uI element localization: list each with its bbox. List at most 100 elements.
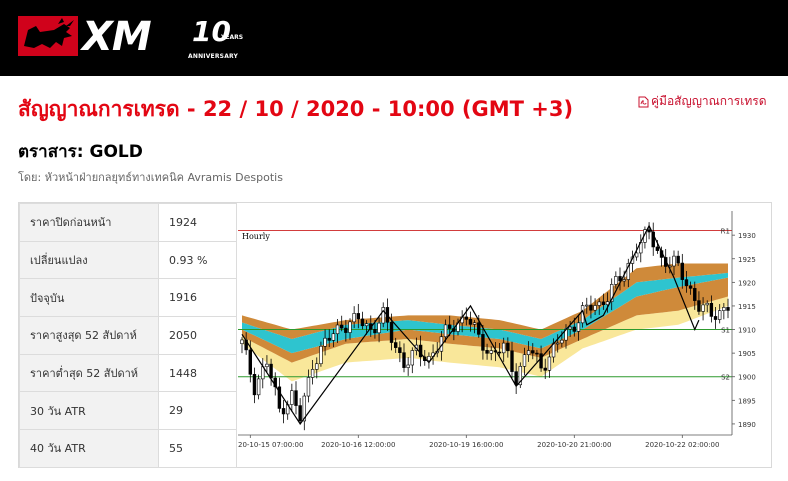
candle-body [526,350,531,356]
candle-body [248,349,253,375]
candle-body [306,377,311,397]
candle-body [468,319,473,325]
stats-row: 30 วัน ATR 29 [19,391,237,431]
candle-body [555,342,560,345]
candle-body [535,352,539,355]
stat-label: ปัจจุบัน [19,278,159,318]
candle-body [269,363,273,379]
candle-body [634,252,639,258]
pdf-icon [638,96,649,107]
candle-body [601,301,606,305]
x-tick-label: 2020-10-19 16:00:00 [429,441,503,449]
candle-body [531,350,535,354]
candle-body [252,374,257,396]
candle-body [319,345,323,365]
candle-body [327,337,331,341]
level-label-s1: S1 [721,327,730,335]
instrument-heading: ตราสาร: GOLD [18,142,143,162]
manual-link[interactable]: คู่มือสัญญาณการเทรด [638,92,767,111]
candle-body [518,366,523,386]
candle-body [560,339,564,344]
y-tick-label: 1905 [738,350,756,358]
candle-body [256,378,261,396]
candle-body [393,342,398,348]
y-tick-label: 1895 [738,397,756,405]
candle-body [701,304,705,312]
stat-value: 0.93 % [158,240,237,280]
candle-body [543,367,547,371]
y-tick-label: 1910 [738,327,756,335]
anniversary-number: 10 [192,15,231,48]
candle-body [489,350,493,354]
candle-body [447,324,452,329]
candle-body [605,301,610,305]
stats-table: ราคาปิดก่อนหน้า 1924 เปลี่ยนแปลง 0.93 % ปั… [19,203,237,468]
y-tick-label: 1900 [738,374,756,382]
candle-body [722,307,726,311]
candle-body [277,386,282,409]
candle-body [302,395,307,422]
candle-body [381,307,385,324]
candle-body [684,279,689,287]
candle-body [609,284,614,302]
candle-body [344,327,348,333]
candle-body [398,347,402,353]
candle-body [497,351,502,354]
candle-body [697,300,701,312]
candle-body [290,390,294,405]
candle-body [705,302,709,306]
stat-value: 1916 [158,278,237,318]
candle-body [472,322,477,325]
stat-label: 30 วัน ATR [19,391,159,431]
candle-body [352,313,356,323]
candle-body [402,352,406,368]
candle-body [406,364,410,368]
candle-body [485,350,489,354]
candle-body [547,356,552,371]
candle-body [585,304,589,307]
candle-body [514,371,518,386]
candle-body [323,337,327,347]
stat-label: ราคาปิดก่อนหน้า [19,203,159,242]
candle-body [522,354,527,367]
y-tick-label: 1930 [738,232,756,240]
stats-row: ราคาต่ำสุด 52 สัปดาห์ 1448 [19,353,237,393]
stat-value: 2050 [158,316,237,355]
manual-link-label: คู่มือสัญญาณการเทรด [651,94,767,108]
stat-value: 1924 [158,203,237,242]
candle-body [688,285,693,289]
bull-icon [18,16,78,56]
candle-body [618,276,622,282]
candle-body [315,363,319,370]
stats-row: ราคาปิดก่อนหน้า 1924 [19,203,237,242]
level-label-r1: R1 [721,227,730,235]
indicator-band [242,296,728,382]
candle-body [676,255,680,264]
candle-body [572,326,577,332]
y-tick-label: 1915 [738,303,756,311]
author-byline: โดย: หัวหน้าฝ่ายกลยุทธ์ทางเทคนิค Avramis… [18,171,283,184]
x-tick-label: 2020-10-16 12:00:00 [321,441,395,449]
candle-body [672,255,676,267]
candle-body [377,322,381,334]
x-tick-label: 2020-10-22 02:00:00 [645,441,719,449]
indicator-band [242,277,728,363]
page-title: สัญญาณการเทรด - 22 / 10 / 2020 - 10:00 (… [18,97,574,121]
candle-body [680,262,685,280]
stat-value: 29 [158,391,237,431]
candle-body [647,229,651,233]
candle-body [568,326,572,330]
stats-row: 40 วัน ATR 55 [19,429,237,468]
candle-body [614,276,618,285]
candle-body [364,323,369,327]
candle-body [294,390,298,406]
x-tick-label: 20-10-15 07:00:00 [238,441,303,449]
candle-body [331,333,336,341]
candle-body [593,305,597,311]
stat-label: เปลี่ยนแปลง [19,240,159,280]
candle-body [717,310,722,320]
candle-body [373,329,377,334]
candle-body [539,353,543,369]
candle-body [339,324,344,329]
brand-name: XM [82,14,152,60]
